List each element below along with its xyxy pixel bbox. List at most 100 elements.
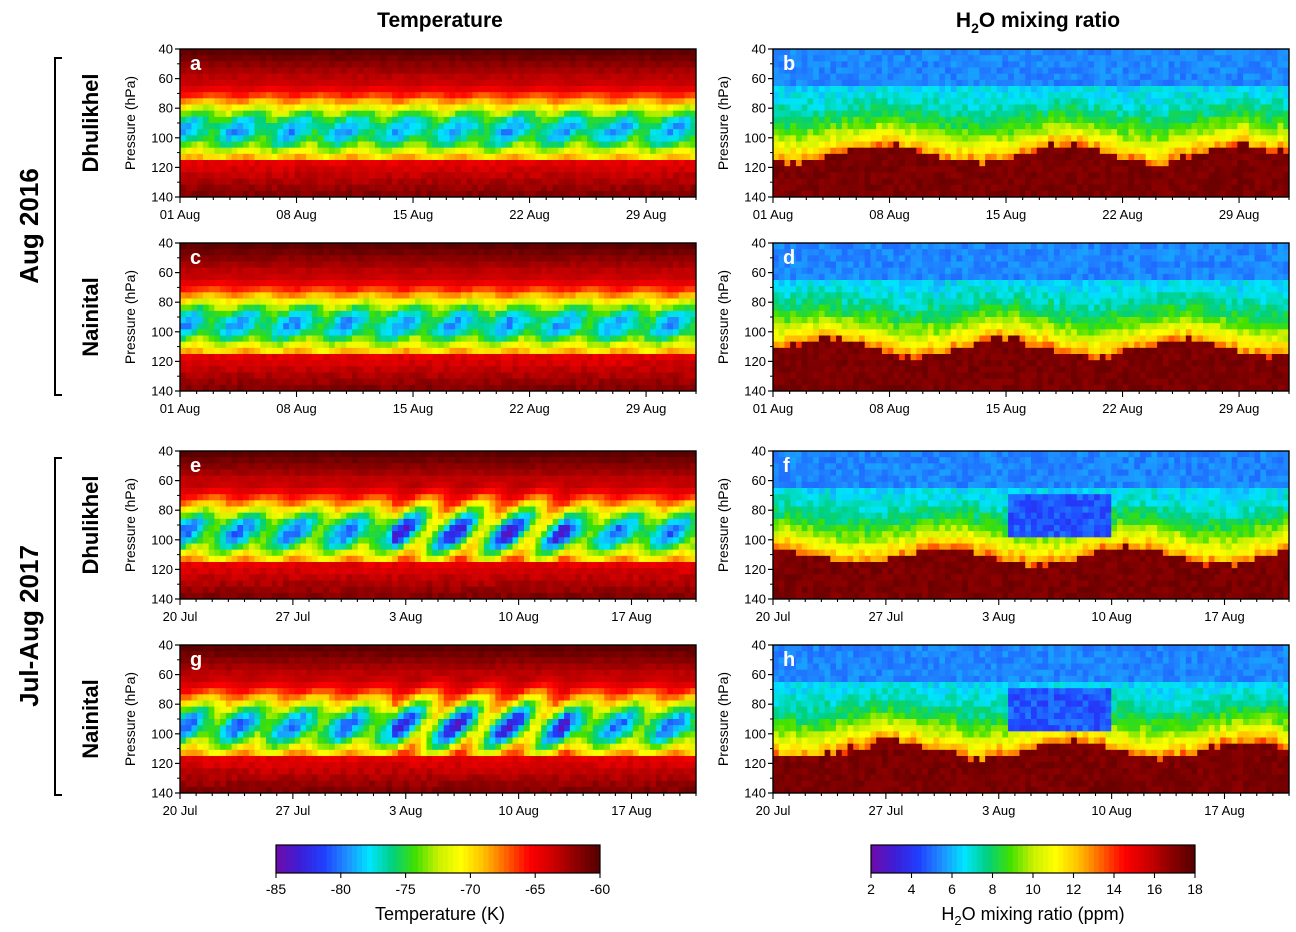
heatmap-cell [271, 147, 278, 155]
heatmap-cell [409, 73, 416, 81]
heatmap-cell [191, 360, 198, 367]
heatmap-cell [1111, 79, 1118, 87]
heatmap-cell [363, 86, 370, 93]
heatmap-cell [1111, 184, 1118, 192]
heatmap-cell [962, 116, 969, 124]
heatmap-cell [288, 190, 296, 198]
heatmap-cell [438, 190, 445, 198]
heatmap-cell [569, 184, 576, 192]
heatmap-cell [220, 79, 227, 87]
heatmap-cell [1248, 160, 1255, 167]
heatmap-cell [678, 184, 685, 192]
heatmap-cell [638, 116, 645, 124]
heatmap-cell [1105, 104, 1112, 112]
heatmap-cell [985, 49, 992, 56]
heatmap-cell [1174, 153, 1181, 161]
heatmap-cell [1243, 110, 1250, 118]
heatmap-cell [202, 243, 210, 250]
heatmap-cell [1048, 67, 1055, 75]
heatmap-cell [392, 123, 399, 130]
heatmap-cell [208, 329, 215, 336]
heatmap-cell [1203, 190, 1210, 198]
heatmap-cell [455, 178, 462, 186]
heatmap-cell [1191, 141, 1198, 149]
heatmap-cell [518, 135, 525, 142]
heatmap-cell [202, 329, 210, 336]
heatmap-cell [237, 378, 244, 386]
heatmap-cell [220, 347, 227, 355]
heatmap-cell [1231, 190, 1238, 198]
heatmap-cell [1111, 135, 1118, 142]
heatmap-cell [552, 184, 559, 192]
group-label-2017: Jul-Aug 2017 [14, 545, 44, 707]
heatmap-cell [818, 184, 825, 192]
heatmap-cell [1134, 116, 1141, 124]
y-tick-label: 40 [752, 42, 766, 57]
heatmap-cell [311, 160, 318, 167]
heatmap-cell [581, 61, 588, 68]
heatmap-cell [1168, 61, 1175, 68]
heatmap-cell [443, 141, 450, 149]
heatmap-cell [956, 116, 963, 124]
heatmap-cell [202, 178, 210, 186]
heatmap-cell [604, 129, 611, 136]
heatmap-cell [397, 172, 404, 179]
heatmap-cell [950, 123, 957, 130]
heatmap-cell [277, 372, 284, 380]
heatmap-cell [294, 49, 301, 56]
heatmap-cell [460, 73, 468, 81]
heatmap-cell [1139, 190, 1147, 198]
heatmap-cell [1117, 123, 1124, 130]
heatmap-cell [1237, 190, 1244, 198]
heatmap-cell [288, 55, 296, 62]
heatmap-cell [191, 55, 198, 62]
heatmap-cell [1271, 141, 1278, 149]
heatmap-cell [455, 166, 462, 173]
heatmap-cell [220, 73, 227, 81]
heatmap-cell [1059, 123, 1066, 130]
heatmap-cell [237, 243, 244, 250]
heatmap-cell [899, 49, 906, 56]
heatmap-cell [587, 135, 594, 142]
heatmap-cell [678, 178, 685, 186]
heatmap-cell [627, 61, 634, 68]
heatmap-cell [956, 110, 963, 118]
heatmap-cell [1231, 153, 1238, 161]
heatmap-cell [581, 172, 588, 179]
heatmap-cell [1243, 153, 1250, 161]
heatmap-cell [1157, 67, 1164, 75]
heatmap-cell [1128, 135, 1135, 142]
heatmap-cell [950, 55, 957, 62]
heatmap-cell [985, 110, 992, 118]
heatmap-cell [558, 147, 565, 155]
heatmap-cell [1065, 104, 1072, 112]
heatmap-cell [1059, 153, 1066, 161]
heatmap-cell [432, 67, 439, 75]
heatmap-cell [495, 166, 502, 173]
heatmap-cell [214, 49, 221, 56]
heatmap-cell [185, 310, 192, 318]
heatmap-cell [916, 190, 923, 198]
heatmap-cell [1277, 184, 1284, 192]
heatmap-cell [409, 147, 416, 155]
heatmap-cell [950, 92, 957, 99]
heatmap-cell [801, 79, 808, 87]
heatmap-cell [870, 190, 877, 198]
heatmap-cell [1013, 160, 1020, 167]
heatmap-cell [922, 110, 929, 118]
heatmap-cell [529, 110, 536, 118]
heatmap-cell [899, 141, 906, 149]
heatmap-cell [784, 123, 791, 130]
heatmap-cell [518, 98, 525, 105]
heatmap-cell [615, 116, 622, 124]
heatmap-cell [266, 184, 273, 192]
heatmap-cell [1277, 141, 1284, 149]
heatmap-cell [1111, 166, 1118, 173]
heatmap-cell [185, 255, 192, 262]
heatmap-cell [1260, 79, 1267, 87]
heatmap-cell [180, 172, 187, 179]
heatmap-cell [922, 73, 929, 81]
heatmap-cell [841, 129, 848, 136]
heatmap-cell [1208, 104, 1215, 112]
heatmap-cell [1168, 153, 1175, 161]
